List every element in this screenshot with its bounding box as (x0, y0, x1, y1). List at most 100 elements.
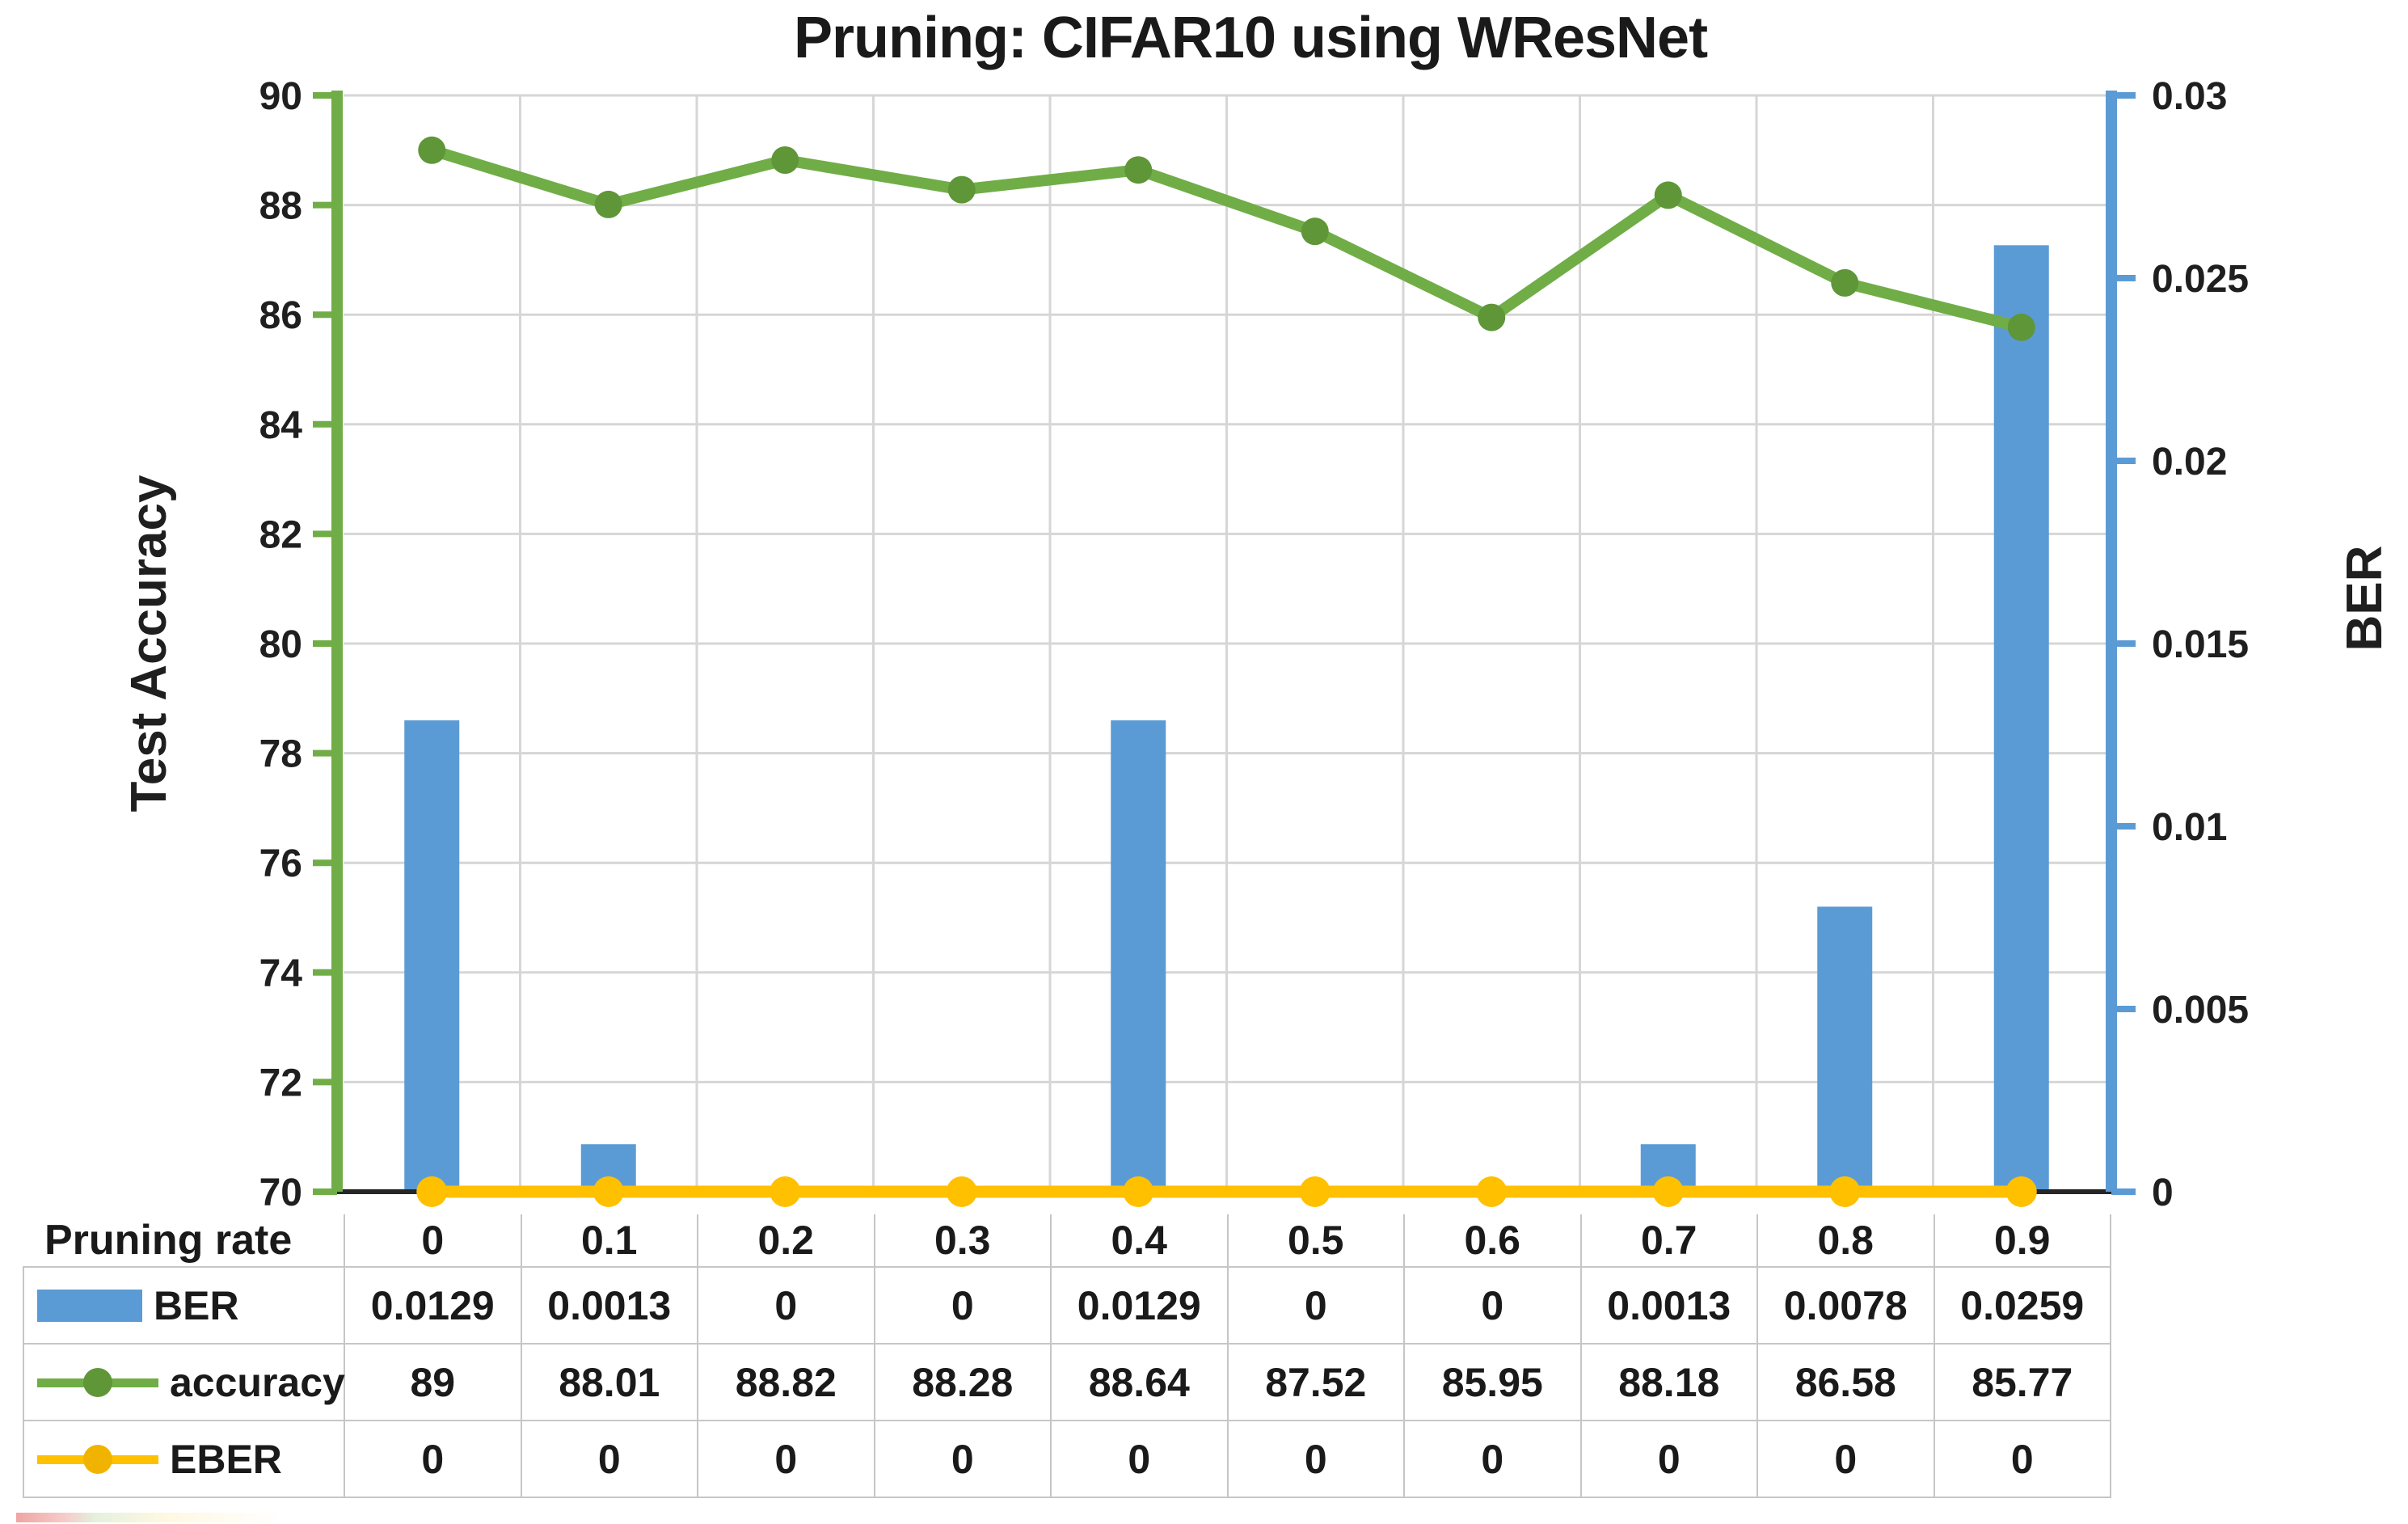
marker-accuracy-0.1 (594, 190, 622, 218)
value-cell-accuracy-0.8: 86.58 (1756, 1343, 1935, 1421)
value-cell-accuracy-0.5: 87.52 (1226, 1343, 1405, 1421)
marker-accuracy-0.7 (1654, 181, 1682, 209)
value-cell-EBER-0.3: 0 (873, 1420, 1052, 1498)
value-cell-BER-0: 0.0129 (344, 1266, 522, 1345)
line-accuracy (426, 144, 2027, 333)
table-row-accuracy: accuracy 89 88.01 88.82 88.28 88.64 87.52 85.95… (23, 1343, 2111, 1421)
value-cell-accuracy-0.9: 85.77 (1933, 1343, 2111, 1421)
x-axis-tick-label: 0.5 (1226, 1214, 1405, 1268)
bar-BER-0.4 (1111, 720, 1166, 1192)
chart-title: Pruning: CIFAR10 using WResNet (793, 6, 1708, 70)
marker-accuracy-0.9 (2007, 313, 2035, 341)
left-axis-tick-label: 90 (259, 75, 302, 118)
x-axis-tick-label: 0.3 (873, 1214, 1052, 1268)
right-axis-tick-label: 0.015 (2152, 623, 2249, 666)
x-axis-tick-label: 0.6 (1403, 1214, 1582, 1268)
right-axis-tick-label: 0 (2152, 1171, 2174, 1214)
line-series-layer (416, 136, 2037, 1207)
marker-accuracy-0.5 (1301, 217, 1329, 246)
x-axis-tick-label: 0.2 (697, 1214, 875, 1268)
legend-line-swatch (37, 1442, 158, 1477)
legend-entry: accuracy (24, 1359, 345, 1406)
marker-accuracy-0.4 (1124, 156, 1153, 184)
value-cell-BER-0.1: 0.0013 (520, 1266, 698, 1345)
left-axis-tick-label: 72 (259, 1062, 302, 1104)
value-cell-BER-0.3: 0 (873, 1266, 1052, 1345)
left-axis-tick-label: 76 (259, 842, 302, 885)
value-cell-EBER-0.6: 0 (1403, 1420, 1582, 1498)
marker-EBER-0.9 (2005, 1176, 2037, 1207)
left-axis-tick-label: 82 (259, 513, 302, 556)
x-axis-tick-label: 0.8 (1756, 1214, 1935, 1268)
marker-EBER-0.6 (1476, 1176, 1508, 1207)
x-axis-tick-label: 0.7 (1579, 1214, 1758, 1268)
marker-EBER-0.1 (593, 1176, 624, 1207)
legend-cell-EBER: EBER (23, 1420, 345, 1498)
right-axis-tick-label: 0.03 (2152, 75, 2227, 118)
value-cell-BER-0.6: 0 (1403, 1266, 1582, 1345)
bar-series-layer (404, 245, 2049, 1192)
value-cell-accuracy-0.3: 88.28 (873, 1343, 1052, 1421)
legend-line-swatch (37, 1365, 158, 1400)
marker-EBER-0.4 (1123, 1176, 1154, 1207)
marker-EBER-0.2 (770, 1176, 801, 1207)
combo-chart: 90 88 86 84 82 80 78 76 74 72 70 0.03 0.025 0.02 0.015… (121, 75, 2393, 1214)
value-cell-EBER-0.5: 0 (1226, 1420, 1405, 1498)
legend-bar-swatch (37, 1289, 142, 1322)
value-cell-BER-0.4: 0.0129 (1050, 1266, 1229, 1345)
table-row-EBER: EBER 0 0 0 0 0 0 0 0 0 0 (23, 1420, 2111, 1498)
legend-cell-BER: BER (23, 1266, 345, 1345)
table-row-BER: BER 0.0129 0.0013 0 0 0.0129 0 0 0.0013 0.0078 0.0… (23, 1266, 2111, 1345)
marker-accuracy-0 (418, 136, 446, 164)
axes-layer (313, 91, 2136, 1195)
value-cell-accuracy-0.1: 88.01 (520, 1343, 698, 1421)
value-cell-accuracy-0.6: 85.95 (1403, 1343, 1582, 1421)
value-cell-BER-0.8: 0.0078 (1756, 1266, 1935, 1345)
marker-EBER-0.3 (946, 1176, 977, 1207)
value-cell-EBER-0: 0 (344, 1420, 522, 1498)
value-cell-EBER-0.1: 0 (520, 1420, 698, 1498)
bar-BER-0.9 (1993, 245, 2049, 1192)
gridlines-layer (344, 94, 2110, 1192)
left-axis-tick-label: 86 (259, 294, 302, 337)
right-axis-title: BER (2337, 546, 2393, 652)
legend-cell-accuracy: accuracy (23, 1343, 345, 1421)
value-cell-EBER-0.9: 0 (1933, 1420, 2111, 1498)
x-axis-title: Pruning rate (23, 1214, 345, 1268)
marker-accuracy-0.6 (1478, 303, 1506, 331)
left-axis-title: Test Accuracy (121, 475, 177, 813)
tick-labels-layer: 90 88 86 84 82 80 78 76 74 72 70 0.03 0.025 0.02 0.015… (259, 75, 2250, 1214)
right-axis-tick-label: 0.02 (2152, 441, 2227, 483)
legend-label: BER (154, 1282, 239, 1328)
x-axis-header-row: Pruning rate 0 0.1 0.2 0.3 0.4 0.5 0.6 0.7 0.8 0.9 (23, 1214, 2111, 1268)
left-axis-tick-label: 70 (259, 1171, 302, 1214)
value-cell-accuracy-0.2: 88.82 (697, 1343, 875, 1421)
right-axis-tick-label: 0.025 (2152, 258, 2249, 301)
value-cell-accuracy-0: 89 (344, 1343, 522, 1421)
marker-accuracy-0.8 (1831, 268, 1859, 297)
value-cell-EBER-0.7: 0 (1579, 1420, 1758, 1498)
legend-marker-icon (83, 1444, 112, 1474)
value-cell-BER-0.7: 0.0013 (1579, 1266, 1758, 1345)
value-cell-accuracy-0.4: 88.64 (1050, 1343, 1229, 1421)
marker-EBER-0.5 (1299, 1176, 1331, 1207)
x-axis-tick-label: 0.1 (520, 1214, 698, 1268)
value-cell-BER-0.9: 0.0259 (1933, 1266, 2111, 1345)
legend-label: accuracy (170, 1359, 345, 1405)
legend-entry: BER (24, 1282, 344, 1329)
marker-accuracy-0.3 (947, 175, 976, 204)
marker-accuracy-0.2 (771, 146, 799, 175)
legend-label: EBER (170, 1436, 282, 1482)
legend-marker-icon (83, 1367, 112, 1397)
marker-EBER-0.7 (1652, 1176, 1684, 1207)
left-axis-tick-label: 74 (259, 952, 303, 995)
value-cell-accuracy-0.7: 88.18 (1579, 1343, 1758, 1421)
x-axis-tick-label: 0.4 (1050, 1214, 1229, 1268)
right-axis-tick-label: 0.005 (2152, 989, 2249, 1032)
bar-BER-0 (404, 720, 460, 1192)
value-cell-EBER-0.2: 0 (697, 1420, 875, 1498)
marker-EBER-0.8 (1829, 1176, 1861, 1207)
marker-EBER-0 (416, 1176, 448, 1207)
cropped-row-fragment (16, 1513, 283, 1522)
value-cell-BER-0.2: 0 (697, 1266, 875, 1345)
